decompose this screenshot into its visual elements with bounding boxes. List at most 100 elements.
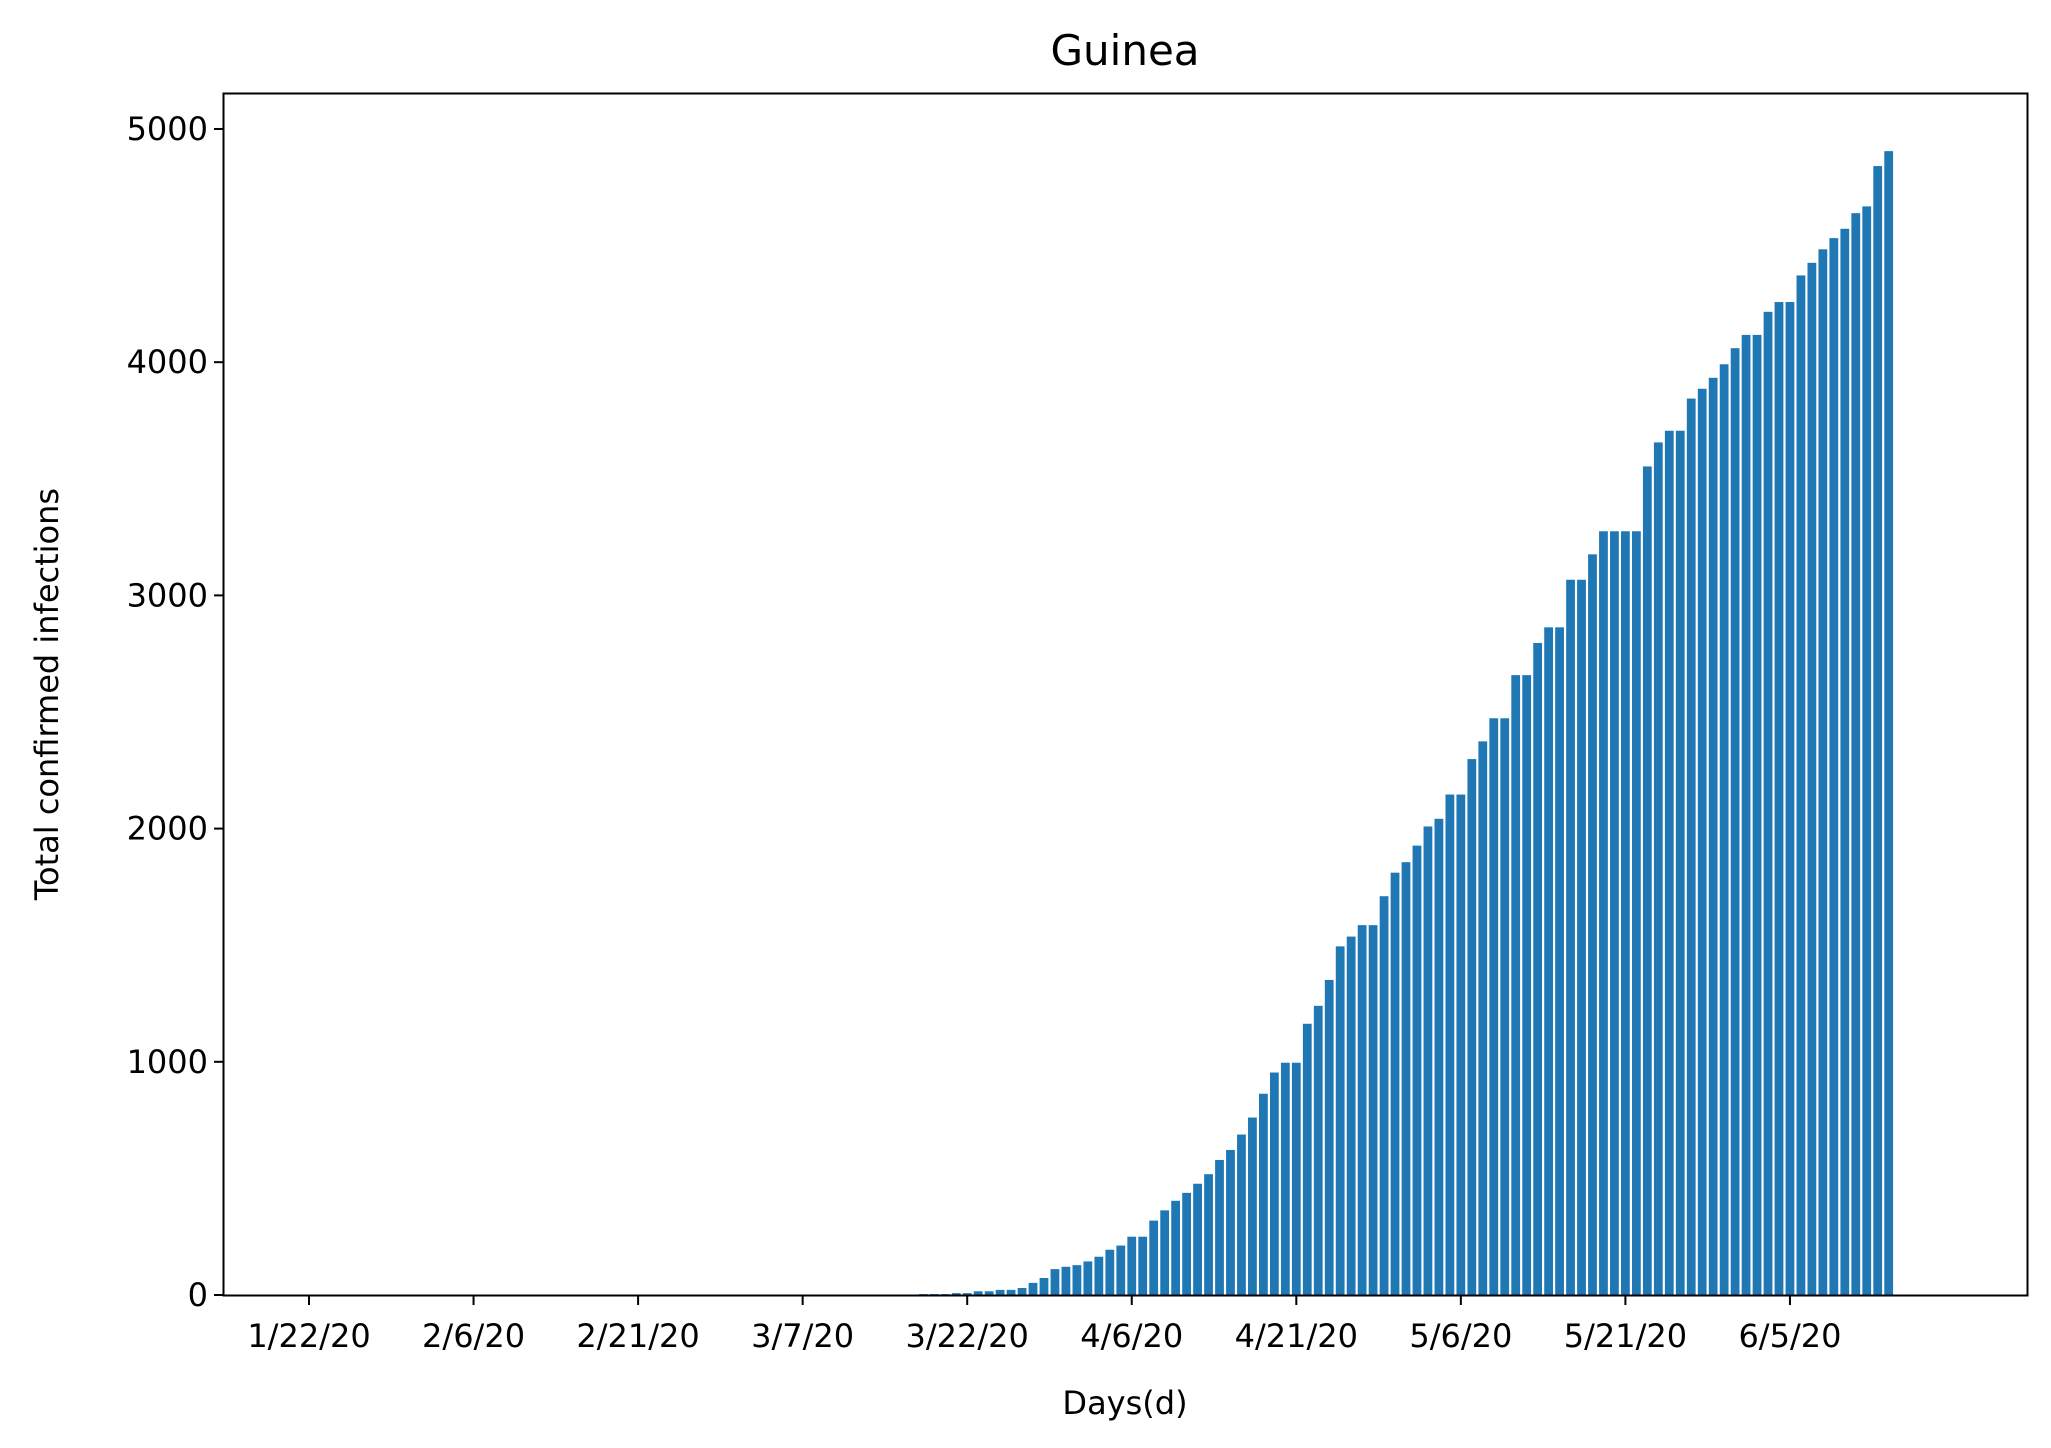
bar [1127, 1236, 1137, 1295]
bar [1226, 1149, 1235, 1295]
bar [1302, 1023, 1312, 1295]
bar [1368, 925, 1378, 1295]
bar [1653, 442, 1663, 1295]
bar [1324, 979, 1334, 1295]
x-axis-label: Days(d) [1062, 1384, 1187, 1422]
bar [1138, 1236, 1148, 1295]
bar [1357, 925, 1367, 1295]
y-tick-label: 0 [188, 1276, 208, 1314]
bar [1335, 946, 1345, 1295]
bar [1182, 1192, 1191, 1295]
bar [1105, 1249, 1115, 1295]
y-axis: 0 1000 2000 3000 4000 5000 [127, 110, 224, 1314]
bar [1785, 302, 1795, 1295]
bar [1423, 826, 1433, 1295]
bar [1588, 554, 1597, 1295]
bar [1445, 794, 1455, 1295]
y-tick-label: 3000 [127, 576, 208, 614]
bar [1829, 238, 1839, 1295]
bar [1346, 936, 1356, 1295]
bar [1807, 262, 1817, 1296]
bar [1664, 430, 1674, 1295]
bar [1259, 1093, 1268, 1295]
bar [1631, 531, 1641, 1295]
y-tick-label: 1000 [127, 1043, 208, 1081]
bar [1269, 1072, 1279, 1295]
bar [1873, 166, 1883, 1295]
bar [1610, 531, 1619, 1295]
bar [1028, 1282, 1038, 1295]
bar [1006, 1289, 1016, 1295]
bar [1730, 348, 1740, 1295]
bar [1774, 302, 1784, 1295]
bar [1675, 430, 1685, 1295]
bar [973, 1291, 983, 1295]
bar [1061, 1266, 1071, 1295]
y-tick-label: 5000 [127, 110, 208, 148]
bar [1434, 818, 1444, 1295]
bar [1796, 275, 1806, 1295]
bar [1313, 1005, 1323, 1295]
plot-frame [222, 92, 2029, 1297]
bar [1577, 579, 1586, 1295]
bar [1248, 1117, 1257, 1295]
bar [1171, 1200, 1181, 1295]
bar [1291, 1062, 1301, 1295]
bar [1500, 718, 1510, 1295]
bar [1280, 1062, 1290, 1295]
bar [995, 1289, 1005, 1295]
bar [1072, 1265, 1082, 1295]
bar [1511, 675, 1521, 1295]
bar [1193, 1183, 1202, 1295]
bar [1818, 249, 1828, 1295]
bar [1599, 531, 1608, 1295]
bar [1083, 1261, 1093, 1295]
bar [1116, 1245, 1126, 1295]
chart-title: Guinea [1050, 26, 1199, 75]
bar [1204, 1174, 1213, 1295]
x-tick-label: 2/21/20 [576, 1317, 699, 1355]
bar [1522, 675, 1532, 1295]
bars-group [864, 151, 1894, 1296]
y-axis-label: Total confirmed infections [28, 488, 66, 901]
bar [1544, 627, 1553, 1295]
x-tick-label: 4/21/20 [1235, 1317, 1358, 1355]
bar [1094, 1256, 1104, 1295]
bar [1566, 579, 1575, 1295]
bar [1686, 398, 1696, 1295]
bar [1412, 845, 1422, 1295]
y-tick-label: 4000 [127, 343, 208, 381]
bar [1884, 151, 1894, 1295]
bar [1763, 311, 1773, 1295]
bar [1642, 466, 1652, 1295]
bar [1752, 334, 1762, 1295]
x-axis: 1/22/20 2/6/20 2/21/20 3/7/20 3/22/20 4/6/20 4… [247, 1295, 1841, 1355]
x-tick-label: 5/6/20 [1409, 1317, 1512, 1355]
bar [1840, 228, 1850, 1295]
x-tick-label: 3/22/20 [906, 1317, 1029, 1355]
bar [1401, 862, 1411, 1295]
x-tick-label: 5/21/20 [1564, 1317, 1687, 1355]
bar [1719, 364, 1729, 1295]
y-tick-label: 2000 [127, 810, 208, 848]
bar [1467, 759, 1477, 1295]
bar [962, 1293, 972, 1295]
x-tick-label: 4/6/20 [1080, 1317, 1183, 1355]
bar [1149, 1220, 1159, 1295]
bar [1039, 1277, 1049, 1295]
bar [1379, 896, 1389, 1295]
bar [1697, 388, 1707, 1295]
bar [951, 1293, 961, 1295]
x-tick-label: 1/22/20 [247, 1317, 370, 1355]
bar [984, 1291, 994, 1295]
bar [1708, 377, 1718, 1295]
bar [1050, 1269, 1060, 1295]
bar [1456, 794, 1466, 1295]
bar [1555, 627, 1564, 1295]
bar [1478, 741, 1488, 1295]
bar [1533, 642, 1543, 1295]
bar [1237, 1134, 1246, 1295]
x-tick-label: 2/6/20 [422, 1317, 525, 1355]
bar [1215, 1159, 1224, 1295]
